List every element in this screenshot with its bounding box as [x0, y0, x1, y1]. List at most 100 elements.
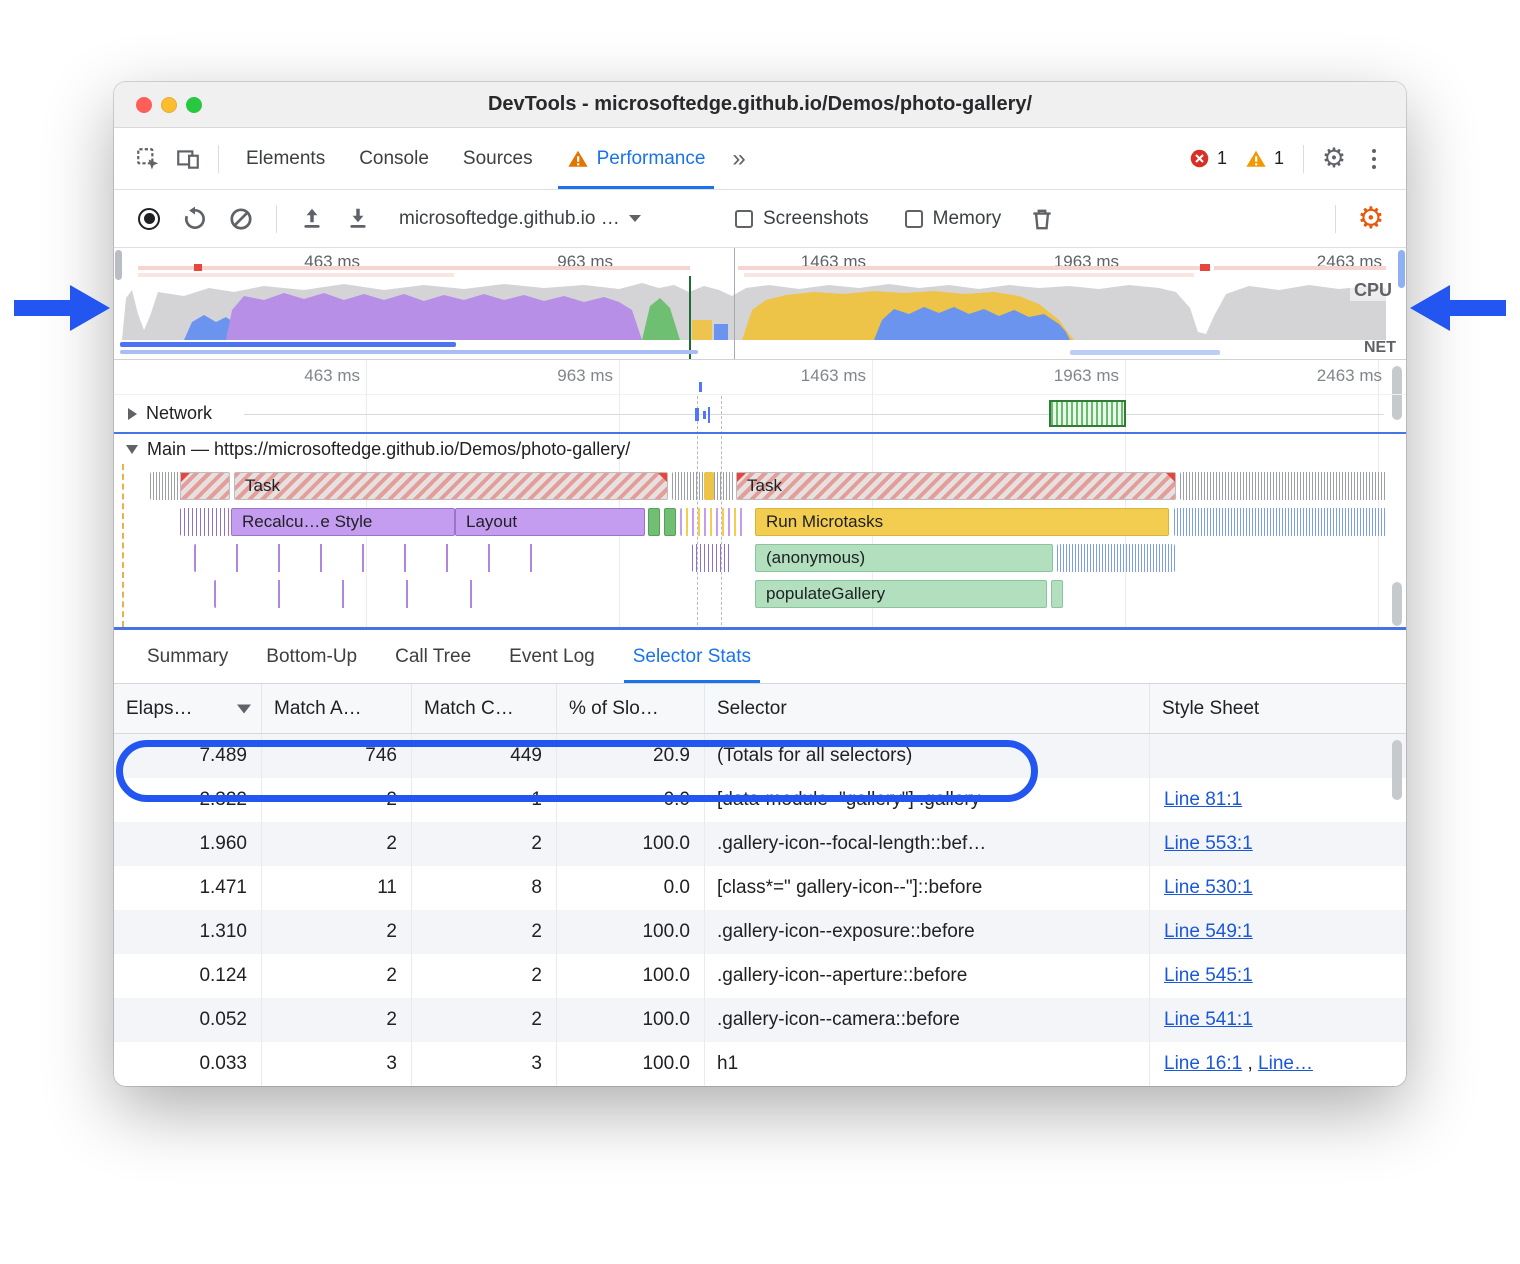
- style-sheet-link[interactable]: Line 545:1: [1164, 965, 1253, 986]
- column-header-match-count[interactable]: Match C…: [412, 684, 557, 733]
- flame-bar-recalculate-style[interactable]: Recalcu…e Style: [231, 508, 455, 536]
- traffic-lights: [136, 82, 202, 127]
- inspect-element-button[interactable]: [128, 139, 168, 179]
- timeline-ruler: 463 ms 963 ms 1463 ms 1963 ms 2463 ms: [114, 360, 1406, 420]
- style-sheet-link[interactable]: Line 553:1: [1164, 833, 1253, 854]
- table-scrollbar[interactable]: [1392, 740, 1402, 800]
- tab-sources[interactable]: Sources: [446, 128, 550, 189]
- column-header-pct-slow[interactable]: % of Slo…: [557, 684, 705, 733]
- clear-recording-button[interactable]: [220, 199, 262, 239]
- close-window-button[interactable]: [136, 96, 152, 113]
- flame-dense-events[interactable]: [672, 472, 734, 500]
- tab-performance[interactable]: Performance: [550, 128, 723, 189]
- selector-cell: .gallery-icon--focal-length::bef…: [705, 822, 1150, 866]
- history-select[interactable]: microsoftedge.github.io …: [399, 208, 699, 230]
- flame-bar-task-small[interactable]: [180, 472, 230, 500]
- long-task-corner: [657, 473, 667, 483]
- cpu-activity-chart[interactable]: [114, 276, 1404, 340]
- flame-bar-task[interactable]: Task: [234, 472, 668, 500]
- style-sheet-link[interactable]: Line 541:1: [1164, 1009, 1253, 1030]
- minimize-window-button[interactable]: [161, 96, 177, 113]
- warning-badge[interactable]: 1: [1245, 148, 1284, 170]
- flame-dense-events[interactable]: [1174, 508, 1386, 536]
- table-row[interactable]: 0.124 2 2 100.0 .gallery-icon--aperture::bef…: [114, 954, 1406, 998]
- record-button[interactable]: [128, 199, 170, 239]
- column-header-elapsed[interactable]: Elaps…: [114, 684, 262, 733]
- overview-right-handle[interactable]: [1398, 250, 1405, 288]
- overview-playhead[interactable]: [689, 276, 691, 359]
- match-count-cell: 1: [412, 778, 557, 822]
- network-request-block[interactable]: [1049, 400, 1126, 427]
- net-label: NET: [1364, 339, 1396, 356]
- network-track-header[interactable]: Network: [128, 403, 212, 424]
- flame-dense-events[interactable]: [680, 508, 744, 536]
- more-tabs-button[interactable]: »: [732, 144, 746, 172]
- table-row[interactable]: 7.489 746 449 20.9 (Totals for all selectors…: [114, 734, 1406, 778]
- style-sheet-link[interactable]: Line 16:1: [1164, 1053, 1243, 1074]
- flame-dense-events[interactable]: [214, 580, 514, 608]
- table-row[interactable]: 2.322 2 1 0.0 [data-module="gallery"] .galle…: [114, 778, 1406, 822]
- timeline-scrollbar[interactable]: [1392, 366, 1402, 420]
- flame-dense-events[interactable]: [692, 544, 732, 572]
- main-menu-button[interactable]: [1354, 139, 1394, 179]
- style-sheet-link[interactable]: Line 530:1: [1164, 877, 1253, 898]
- tab-call-tree[interactable]: Call Tree: [376, 630, 490, 683]
- flame-dense-events[interactable]: [194, 544, 554, 572]
- style-sheet-cell: Line 81:1: [1150, 778, 1254, 822]
- capture-settings-button[interactable]: ⚙: [1350, 199, 1392, 239]
- gear-icon: ⚙: [1321, 143, 1347, 173]
- error-count: 1: [1216, 148, 1227, 168]
- settings-button[interactable]: ⚙: [1314, 139, 1354, 179]
- overview-left-handle[interactable]: [115, 250, 122, 280]
- network-request[interactable]: [695, 408, 699, 421]
- tab-event-log[interactable]: Event Log: [490, 630, 614, 683]
- flame-sliver[interactable]: [648, 508, 660, 536]
- tab-console[interactable]: Console: [342, 128, 446, 189]
- error-badge[interactable]: 1: [1189, 148, 1227, 169]
- column-header-selector[interactable]: Selector: [705, 684, 1150, 733]
- table-row[interactable]: 1.960 2 2 100.0 .gallery-icon--focal-length:…: [114, 822, 1406, 866]
- column-header-style-sheet[interactable]: Style Sheet: [1150, 684, 1406, 733]
- style-sheet-link[interactable]: Line…: [1258, 1053, 1313, 1074]
- flame-sliver[interactable]: [704, 472, 714, 500]
- flame-bar-populate-gallery[interactable]: populateGallery: [755, 580, 1047, 608]
- screenshots-checkbox[interactable]: [735, 209, 753, 228]
- style-sheet-link[interactable]: Line 549:1: [1164, 921, 1253, 942]
- table-row[interactable]: 0.052 2 2 100.0 .gallery-icon--camera::befor…: [114, 998, 1406, 1042]
- reload-and-record-button[interactable]: [174, 199, 216, 239]
- flame-bar-task[interactable]: Task: [736, 472, 1176, 500]
- main-flame-chart[interactable]: Task Task Recalcu…e Style Layout: [114, 464, 1406, 630]
- device-toolbar-button[interactable]: [168, 139, 208, 179]
- selector-cell: .gallery-icon--exposure::before: [705, 910, 1150, 954]
- network-request[interactable]: [708, 407, 710, 423]
- table-row[interactable]: 1.471 11 8 0.0 [class*=" gallery-icon--"]::b…: [114, 866, 1406, 910]
- tab-selector-stats[interactable]: Selector Stats: [614, 630, 770, 683]
- flame-dense-events[interactable]: [180, 508, 230, 536]
- save-profile-button[interactable]: [337, 199, 379, 239]
- flame-bar-run-microtasks[interactable]: Run Microtasks: [755, 508, 1169, 536]
- tab-summary[interactable]: Summary: [128, 630, 247, 683]
- table-row[interactable]: 0.033 3 3 100.0 h1 Line 16:1 , Line…: [114, 1042, 1406, 1086]
- flame-scrollbar[interactable]: [1392, 582, 1402, 626]
- overview-selection-edge[interactable]: [734, 248, 735, 359]
- collect-garbage-button[interactable]: [1021, 199, 1063, 239]
- error-icon: [1190, 149, 1209, 168]
- memory-checkbox[interactable]: [904, 209, 923, 228]
- timeline-overview[interactable]: 463 ms 963 ms 1463 ms 1963 ms 2463 ms CP…: [114, 248, 1406, 360]
- tab-elements[interactable]: Elements: [229, 128, 342, 189]
- flame-bar-anonymous[interactable]: (anonymous): [755, 544, 1053, 572]
- flame-bar-layout[interactable]: Layout: [455, 508, 645, 536]
- network-request[interactable]: [703, 411, 706, 419]
- flame-dense-events[interactable]: [1057, 544, 1175, 572]
- flame-dense-events[interactable]: [1180, 472, 1386, 500]
- table-row[interactable]: 1.310 2 2 100.0 .gallery-icon--exposure::bef…: [114, 910, 1406, 954]
- zoom-window-button[interactable]: [186, 96, 202, 113]
- tab-bottom-up[interactable]: Bottom-Up: [247, 630, 376, 683]
- flame-sliver[interactable]: [1051, 580, 1063, 608]
- column-header-match-attempts[interactable]: Match A…: [262, 684, 412, 733]
- style-sheet-link[interactable]: Line 81:1: [1164, 789, 1243, 810]
- load-profile-button[interactable]: [291, 199, 333, 239]
- flame-sliver[interactable]: [664, 508, 676, 536]
- selector-cell: [class*=" gallery-icon--"]::before: [705, 866, 1150, 910]
- main-track-header[interactable]: Main — https://microsoftedge.github.io/D…: [114, 432, 1406, 464]
